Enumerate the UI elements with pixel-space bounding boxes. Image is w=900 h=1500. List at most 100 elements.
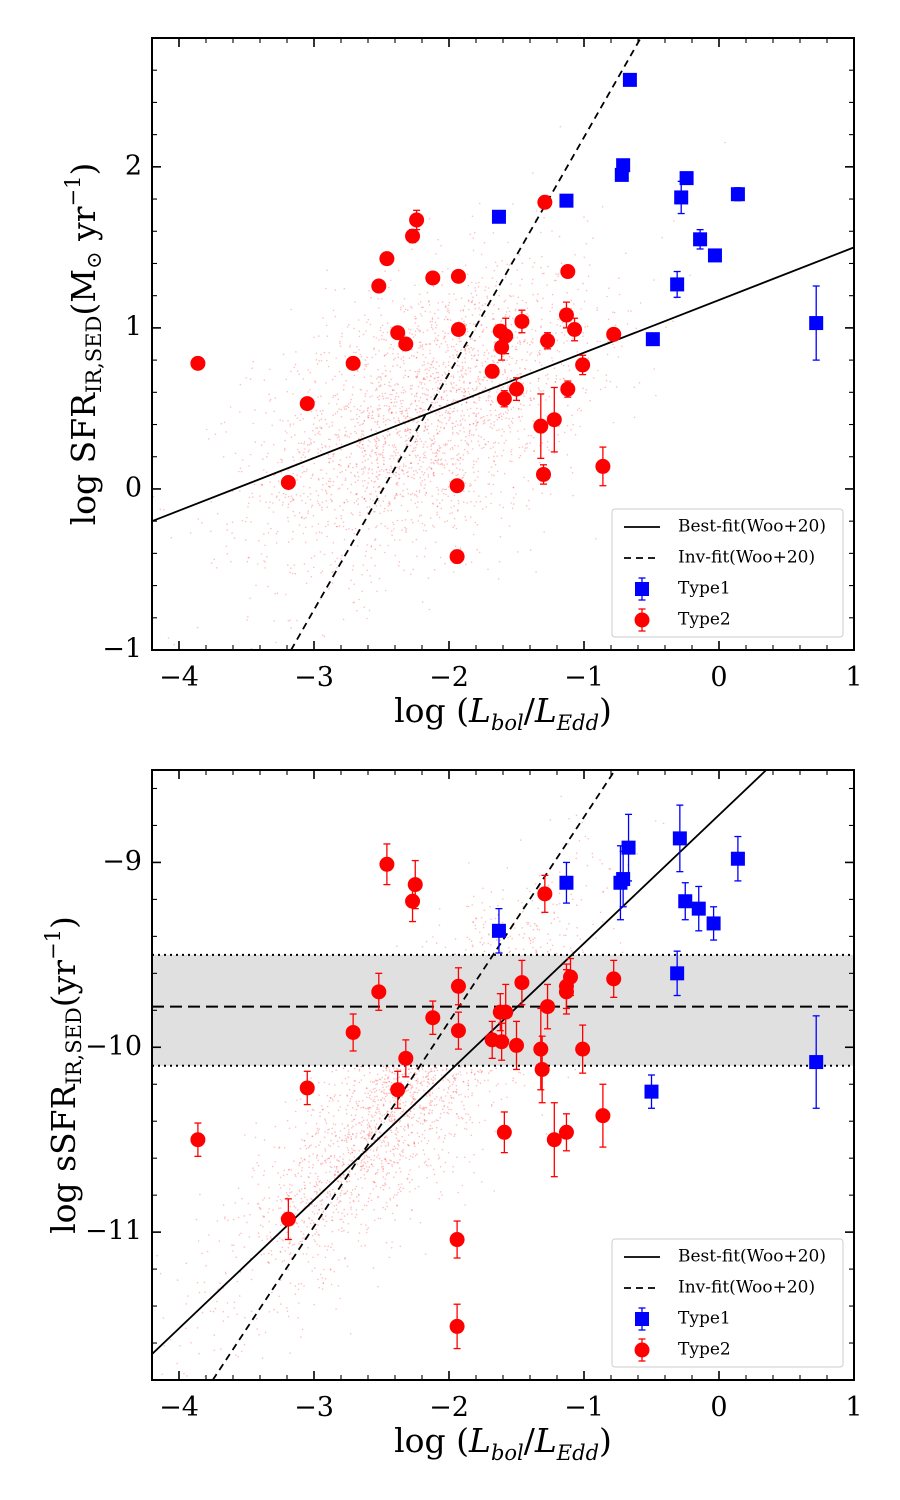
background-point [315, 1191, 318, 1193]
background-point [401, 495, 403, 497]
background-point [448, 1102, 451, 1104]
background-point [508, 315, 511, 318]
background-point [226, 553, 229, 555]
background-point [432, 472, 435, 474]
background-point [303, 1193, 306, 1195]
background-point [349, 1098, 352, 1100]
background-point [493, 460, 495, 462]
background-point [391, 388, 394, 391]
background-point [460, 349, 462, 351]
background-point [464, 315, 467, 318]
background-point [348, 436, 351, 438]
background-point [341, 1082, 344, 1084]
background-point [549, 321, 552, 324]
background-point [435, 1066, 438, 1069]
background-point [303, 492, 305, 495]
background-point [477, 476, 479, 478]
background-point [411, 1067, 413, 1070]
background-point [340, 1181, 342, 1183]
background-point [416, 443, 418, 446]
background-point [362, 440, 364, 442]
background-point [335, 1069, 338, 1071]
background-point [337, 1100, 340, 1102]
background-point [291, 499, 294, 502]
background-point [454, 545, 457, 547]
background-point [263, 1170, 266, 1172]
background-point [258, 1333, 260, 1336]
background-point [563, 342, 565, 344]
background-point [550, 922, 553, 924]
background-point [205, 428, 208, 431]
background-point [516, 430, 519, 432]
background-point [331, 500, 333, 503]
background-point [511, 357, 513, 360]
background-point [308, 449, 311, 451]
background-point [367, 318, 370, 321]
background-point [299, 1161, 302, 1164]
background-point [354, 301, 356, 303]
background-point [384, 1208, 387, 1210]
background-point [393, 401, 396, 404]
background-point [432, 442, 435, 445]
background-point [456, 1156, 458, 1158]
background-point [393, 417, 395, 419]
background-point [279, 1187, 282, 1189]
background-point [267, 452, 269, 455]
background-point [436, 513, 438, 516]
background-point [464, 372, 466, 375]
background-point [332, 1123, 335, 1125]
background-point [358, 1081, 361, 1084]
background-point [336, 566, 338, 569]
background-point [368, 1125, 371, 1128]
background-point [348, 528, 350, 530]
background-point [480, 937, 483, 939]
background-point [463, 1108, 466, 1110]
background-point [342, 509, 344, 511]
background-point [403, 1129, 406, 1132]
background-point [392, 348, 395, 350]
background-point [231, 532, 233, 534]
background-point [321, 501, 324, 504]
background-point [406, 439, 408, 442]
background-point [451, 422, 453, 424]
background-point [427, 1081, 430, 1084]
background-point [370, 405, 372, 408]
background-point [411, 1156, 414, 1158]
background-point [425, 394, 428, 396]
background-point [379, 504, 382, 507]
background-point [285, 493, 287, 496]
background-point [384, 1158, 387, 1161]
background-point [310, 439, 312, 441]
background-point [422, 452, 425, 455]
background-point [468, 490, 470, 493]
background-point [290, 1169, 293, 1171]
background-point [436, 486, 438, 489]
background-point [479, 931, 481, 934]
background-point [455, 384, 458, 387]
background-point [385, 1173, 388, 1176]
background-point [413, 1099, 416, 1101]
background-point [484, 289, 486, 292]
background-point [556, 952, 558, 955]
background-point [397, 481, 399, 484]
background-point [441, 1100, 444, 1102]
background-point [325, 472, 328, 475]
background-point [386, 527, 389, 530]
background-point [419, 476, 422, 479]
background-point [526, 351, 528, 353]
background-point [497, 361, 500, 364]
background-point [381, 1097, 384, 1099]
background-point [328, 1083, 331, 1085]
background-point [430, 439, 433, 441]
background-point [478, 319, 481, 322]
background-point [472, 448, 474, 450]
background-point [241, 520, 244, 522]
background-point [279, 1251, 282, 1253]
background-point [324, 1131, 326, 1133]
background-point [374, 1087, 376, 1090]
background-point [380, 468, 383, 471]
background-point [342, 1174, 345, 1176]
background-point [414, 322, 417, 324]
background-point [571, 472, 574, 474]
background-point [350, 512, 353, 514]
